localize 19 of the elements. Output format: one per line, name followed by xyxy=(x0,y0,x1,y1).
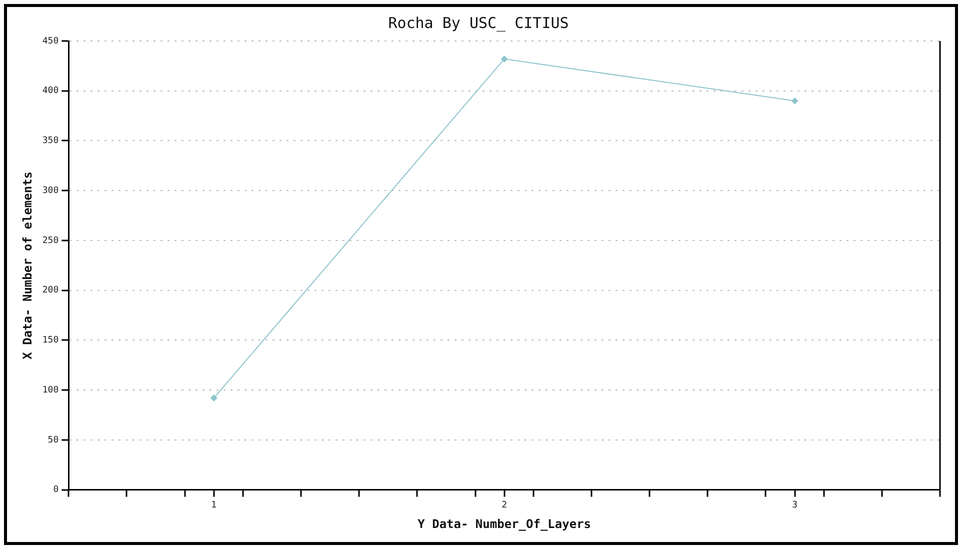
chart-title: Rocha By USC_ CITIUS xyxy=(388,14,569,32)
point xyxy=(791,97,798,104)
y-tick-label: 400 xyxy=(42,86,59,96)
y-tick-label: 300 xyxy=(42,186,59,196)
point xyxy=(500,55,508,62)
y-tick-label: 450 xyxy=(42,36,59,46)
y-tick-label: 100 xyxy=(42,385,59,396)
y-tick-label: 50 xyxy=(48,435,59,446)
x-axis-title: Y Data- Number_Of_Layers xyxy=(418,516,592,531)
y-tick-label: 200 xyxy=(42,286,59,296)
x-tick-label: 2 xyxy=(502,500,508,511)
x-tick-label: 1 xyxy=(211,500,217,511)
y-tick-label: 0 xyxy=(53,485,59,496)
y-tick-label: 350 xyxy=(42,136,59,146)
y-axis-title: X Data- Number of elements xyxy=(20,171,34,360)
point xyxy=(210,394,218,402)
y-tick-label: 150 xyxy=(42,336,59,346)
y-tick-label: 250 xyxy=(42,236,59,246)
x-tick-label: 3 xyxy=(792,500,798,511)
